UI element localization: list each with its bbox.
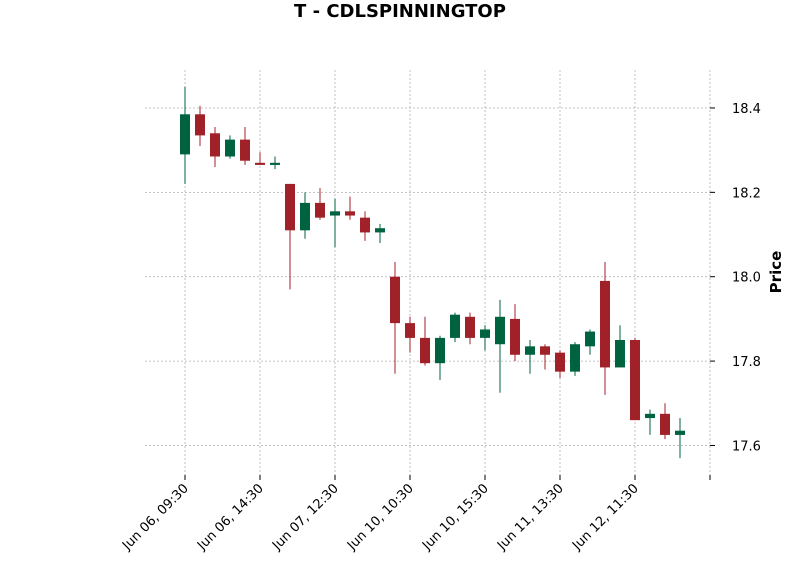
- candle-down: [210, 126, 220, 168]
- candle-body: [660, 413, 670, 435]
- candle-down: [660, 403, 670, 440]
- candle-up: [645, 409, 655, 435]
- candle-down: [360, 211, 370, 241]
- candle-body: [465, 316, 475, 338]
- candle-body: [285, 183, 295, 231]
- candle-down: [405, 316, 415, 353]
- x-tick-label: Jun 07, 12:30: [269, 481, 342, 554]
- candle-up: [180, 86, 190, 184]
- candle-body: [585, 331, 595, 347]
- candle-body: [645, 413, 655, 419]
- y-tick-label: 17.8: [732, 355, 761, 370]
- candle-body: [480, 329, 490, 338]
- candle-body: [270, 162, 280, 165]
- x-tick-label: Jun 12, 11:30: [569, 481, 642, 554]
- x-tick-label: Jun 10, 15:30: [419, 481, 492, 554]
- candle-body: [630, 340, 640, 421]
- candle-body: [525, 346, 535, 355]
- candle-body: [255, 162, 265, 165]
- candle-body: [375, 228, 385, 233]
- candle-body: [570, 344, 580, 372]
- candle-down: [285, 183, 295, 290]
- candle-down: [315, 188, 325, 220]
- y-axis: 17.6 17.8 18.0 18.2 18.4: [710, 102, 761, 454]
- x-tick-label: Jun 10, 10:30: [344, 481, 417, 554]
- y-tick-label: 18.4: [732, 102, 761, 117]
- candle-body: [330, 211, 340, 216]
- candles-layer: [180, 86, 685, 459]
- x-tick-label: Jun 11, 13:30: [494, 481, 567, 554]
- candle-body: [180, 114, 190, 155]
- candle-up: [330, 198, 340, 248]
- candle-up: [480, 325, 490, 351]
- candle-up: [495, 299, 505, 393]
- candle-up: [300, 192, 310, 239]
- candle-up: [225, 135, 235, 159]
- candle-down: [600, 261, 610, 395]
- candle-body: [210, 133, 220, 157]
- candle-body: [240, 139, 250, 161]
- candle-down: [420, 316, 430, 366]
- candle-up: [450, 312, 460, 343]
- candle-body: [420, 337, 430, 364]
- candle-body: [555, 352, 565, 372]
- candle-up: [570, 342, 580, 376]
- candle-down: [390, 261, 400, 374]
- candle-body: [390, 276, 400, 324]
- candle-down: [345, 196, 355, 220]
- candle-down: [465, 312, 475, 345]
- candle-down: [510, 304, 520, 362]
- candle-body: [495, 316, 505, 345]
- y-tick-label: 18.0: [732, 271, 761, 286]
- candle-up: [435, 335, 445, 381]
- candle-body: [600, 280, 610, 368]
- candle-up: [525, 340, 535, 374]
- candle-body: [405, 323, 415, 338]
- candle-body: [195, 114, 205, 136]
- candle-up: [585, 329, 595, 355]
- grid-layer: [145, 70, 711, 475]
- candle-down: [255, 152, 265, 165]
- candle-up: [375, 223, 385, 243]
- candle-body: [360, 217, 370, 233]
- candle-body: [510, 318, 520, 355]
- x-tick-label: Jun 06, 14:30: [194, 481, 267, 554]
- candle-body: [315, 202, 325, 218]
- chart-title: T - CDLSPINNINGTOP: [294, 1, 506, 22]
- candle-up: [615, 325, 625, 368]
- candle-up: [675, 418, 685, 459]
- candle-down: [195, 105, 205, 146]
- candle-body: [225, 139, 235, 157]
- y-tick-label: 18.2: [732, 186, 761, 201]
- candle-body: [300, 202, 310, 231]
- y-axis-label: Price: [767, 251, 785, 294]
- candle-body: [675, 430, 685, 435]
- candle-body: [615, 340, 625, 368]
- x-tick-label: Jun 06, 09:30: [119, 481, 192, 554]
- candle-down: [555, 350, 565, 378]
- candle-body: [450, 314, 460, 338]
- candle-down: [240, 126, 250, 165]
- x-axis: Jun 06, 09:30 Jun 06, 14:30 Jun 07, 12:30 J…: [119, 475, 711, 554]
- candle-body: [435, 337, 445, 364]
- candle-body: [345, 211, 355, 216]
- candle-up: [270, 156, 280, 170]
- candle-body: [540, 346, 550, 355]
- candle-down: [630, 337, 640, 421]
- candle-down: [540, 344, 550, 370]
- y-tick-label: 17.6: [732, 439, 761, 454]
